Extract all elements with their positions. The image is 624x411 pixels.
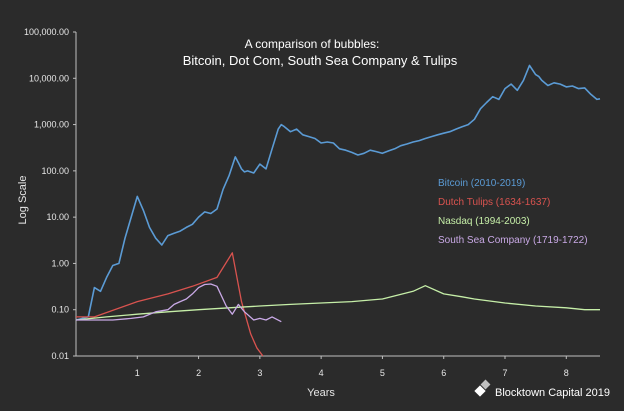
- x-axis-title: Years: [307, 387, 335, 399]
- series-group: [75, 64, 601, 357]
- blocktown-logo-icon: [474, 379, 491, 397]
- series-line-nasdaq: [75, 285, 600, 321]
- legend: Bitcoin (2010-2019) Dutch Tulips (1634-1…: [438, 178, 588, 246]
- y-tick-label: 0.01: [51, 351, 69, 361]
- y-tick-label: 100,000.00: [24, 27, 69, 37]
- x-tick-label: 6: [441, 368, 446, 378]
- legend-entry-bitcoin: Bitcoin (2010-2019): [438, 178, 525, 189]
- branding-text: Blocktown Capital 2019: [495, 387, 610, 399]
- y-tick-label: 10.00: [46, 212, 69, 222]
- legend-entry-south-sea: South Sea Company (1719-1722): [438, 235, 588, 246]
- legend-entry-tulips: Dutch Tulips (1634-1637): [438, 197, 550, 208]
- branding: Blocktown Capital 2019: [474, 379, 610, 399]
- y-tick-label: 1.00: [51, 258, 69, 268]
- x-tick-label: 1: [135, 368, 140, 378]
- chart-title: A comparison of bubbles:: [245, 37, 380, 51]
- y-tick-label: 1,000.00: [34, 120, 69, 130]
- y-axis-title: Log Scale: [17, 176, 29, 225]
- legend-entry-nasdaq: Nasdaq (1994-2003): [438, 216, 530, 227]
- y-tick-label: 100.00: [41, 166, 69, 176]
- x-tick-label: 8: [564, 368, 569, 378]
- y-tick-label: 0.10: [51, 305, 69, 315]
- x-tick-label: 4: [319, 368, 324, 378]
- series-line-south-sea: [76, 283, 282, 323]
- x-tick-label: 2: [196, 368, 201, 378]
- y-tick-group: 0.01 0.10 1.00 10.00 100.00 1,000.00 10,000.00…: [24, 27, 76, 361]
- x-tick-label: 3: [257, 368, 262, 378]
- x-tick-label: 7: [502, 368, 507, 378]
- y-tick-label: 10,000.00: [29, 73, 69, 83]
- chart-subtitle: Bitcoin, Dot Com, South Sea Company & Tu…: [183, 53, 458, 68]
- series-line-tulips: [76, 252, 264, 357]
- series-line-bitcoin: [75, 64, 601, 321]
- x-tick-label: 5: [380, 368, 385, 378]
- x-tick-group: 1 2 3 4 5 6 7 8: [135, 356, 569, 378]
